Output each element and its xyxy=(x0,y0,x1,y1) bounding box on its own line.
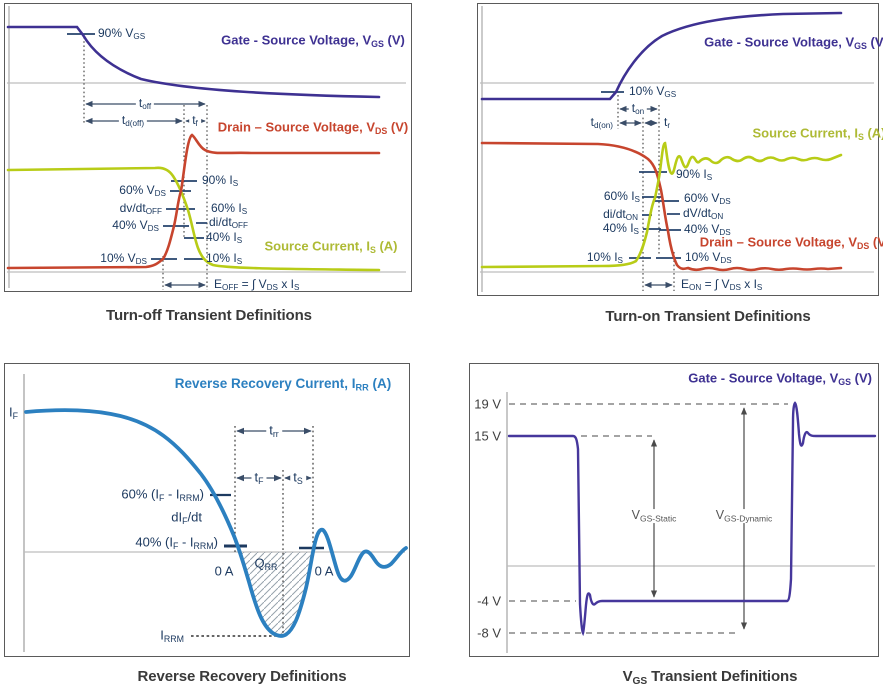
vgs-curve xyxy=(480,11,843,101)
label-irrm: IRRM xyxy=(160,627,184,644)
label-19v: 19 V xyxy=(474,396,501,412)
label-10pct-vgs: 10% VGS xyxy=(629,83,677,100)
label-vgs-dynamic: VGS-Dynamic xyxy=(712,509,776,523)
label-toff: toff xyxy=(135,97,155,112)
turn-on-plot xyxy=(480,6,874,292)
label-10pct-is: 10% IS xyxy=(586,249,623,266)
irr-curve xyxy=(24,408,408,638)
label-0a-left: 0 A xyxy=(214,563,234,579)
label-vgs-static: VGS-Static xyxy=(628,509,680,523)
level-ticks xyxy=(67,33,207,260)
label-didt-off: di/dtOFF xyxy=(209,214,248,231)
label-ton: ton xyxy=(628,102,648,117)
label-40pct-is: 40% IS xyxy=(206,229,243,246)
label-40pct: 40% (IF - IRRM) xyxy=(135,534,218,551)
label-0a-right: 0 A xyxy=(314,563,334,579)
label-10pct-vds: 10% VDS xyxy=(685,249,732,266)
qrr-hatched-area xyxy=(240,552,313,636)
label-10pct-is: 10% IS xyxy=(206,250,243,267)
panel-turn-on: 10% VGS ton td(on) tr 90% IS 60% IS 60% … xyxy=(477,3,883,296)
label-dvdt-on: dV/dtON xyxy=(683,205,724,222)
vgs-curve-title: Gate - Source Voltage, VGS (V) xyxy=(688,370,872,387)
label-60pct-is: 60% IS xyxy=(211,200,248,217)
is-curve-title: Source Current, IS (A) xyxy=(264,238,398,255)
reverse-recovery-plot xyxy=(23,374,408,652)
label-trr: trr xyxy=(266,423,282,439)
label-90pct-vgs: 90% VGS xyxy=(98,25,146,42)
label-tdoff: td(off) xyxy=(118,114,148,129)
dotted-guides xyxy=(83,37,208,290)
turn-off-plot xyxy=(6,6,406,290)
label-90pct-is: 90% IS xyxy=(202,172,239,189)
label-didt-on: di/dtON xyxy=(603,206,638,223)
label-40pct-is: 40% IS xyxy=(602,220,639,237)
dotted-guides xyxy=(234,426,314,636)
label-90pct-is: 90% IS xyxy=(676,166,713,183)
panel-vgs-transient: 19 V 15 V -4 V -8 V VGS-Static VGS-Dynam… xyxy=(469,363,879,657)
dotted-guides xyxy=(617,95,675,291)
label-minus4v: -4 V xyxy=(477,593,501,609)
label-difdt: dIF/dt xyxy=(171,509,202,526)
caption-turn-on: Turn-on Transient Definitions xyxy=(605,308,811,325)
label-tdon: td(on) xyxy=(590,114,613,131)
vds-curve xyxy=(6,133,381,270)
caption-turn-off: Turn-off Transient Definitions xyxy=(106,307,312,324)
label-60pct-is: 60% IS xyxy=(603,188,640,205)
label-dvdt-off: dv/dtOFF xyxy=(119,200,162,217)
label-tf: tF xyxy=(251,470,267,486)
label-60pct-vds: 60% VDS xyxy=(684,190,731,207)
is-curve xyxy=(480,141,843,269)
vgs-transient-plot xyxy=(506,392,877,653)
vds-curve-title: Drain – Source Voltage, VDS (V) xyxy=(217,119,409,136)
caption-vgs-transient: VGS Transient Definitions xyxy=(622,668,798,687)
panel-turn-off: 90% VGS toff td(off) tf 90% IS 60% VDS d… xyxy=(4,3,412,292)
is-curve xyxy=(6,166,381,272)
label-60pct-vds: 60% VDS xyxy=(119,182,166,199)
label-minus8v: -8 V xyxy=(477,625,501,641)
vgs-curve-title: Gate - Source Voltage, VGS (V) xyxy=(704,34,883,51)
voltage-dashed-lines xyxy=(509,403,788,634)
label-eon-formula: EON = ∫ VDS x IS xyxy=(681,276,763,293)
label-40pct-vds: 40% VDS xyxy=(112,217,159,234)
caption-reverse-recovery: Reverse Recovery Definitions xyxy=(137,668,347,685)
label-if: IF xyxy=(8,404,18,421)
panel-reverse-recovery: IF trr tF tS 60% (IF - IRRM) dIF/dt 40% … xyxy=(4,363,410,657)
vds-curve xyxy=(480,141,843,272)
level-ticks xyxy=(601,91,681,259)
vgs-curve xyxy=(507,401,877,637)
label-tf: tf xyxy=(189,114,201,129)
vgs-curve xyxy=(6,25,381,99)
label-ts: tS xyxy=(290,470,306,486)
vgs-curve-title: Gate - Source Voltage, VGS (V) xyxy=(221,32,405,49)
vds-curve-title: Drain – Source Voltage, VDS (V) xyxy=(699,234,883,251)
label-qrr: QRR xyxy=(254,555,278,572)
label-60pct: 60% (IF - IRRM) xyxy=(121,486,204,503)
label-10pct-vds: 10% VDS xyxy=(100,250,147,267)
label-40pct-vds: 40% VDS xyxy=(684,221,731,238)
label-tr: tr xyxy=(664,114,671,131)
label-eoff-formula: EOFF = ∫ VDS x IS xyxy=(214,276,300,293)
is-curve-title: Source Current, IS (A) xyxy=(752,125,883,142)
irr-curve-title: Reverse Recovery Current, IRR (A) xyxy=(174,376,392,393)
label-15v: 15 V xyxy=(474,428,501,444)
